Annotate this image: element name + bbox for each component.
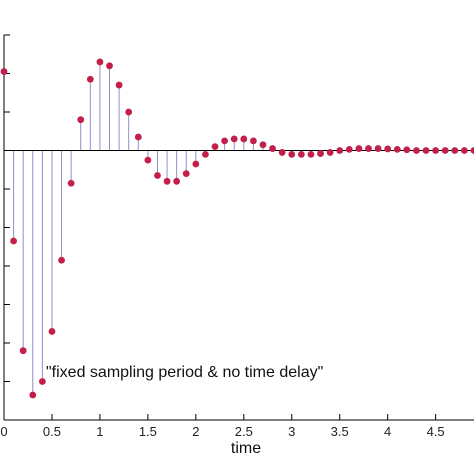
data-point [0,68,8,75]
x-tick-label: 4 [384,424,391,439]
data-point [384,145,392,153]
data-point [173,177,181,185]
data-point [134,133,142,141]
data-point [67,179,75,187]
chart-annotation: "fixed sampling period & no time delay" [46,364,323,381]
data-point [269,145,276,152]
data-point [96,58,104,66]
x-tick-label: 3.5 [331,424,349,439]
data-point [48,328,56,335]
data-point [297,150,305,158]
data-point [365,145,372,152]
data-point [106,62,113,70]
data-point [202,150,209,158]
data-point [144,156,152,164]
x-tick-label: 2.5 [235,424,253,439]
data-point [29,391,37,399]
data-point [86,75,94,83]
data-point [58,256,65,264]
data-point [422,147,430,154]
data-point [441,147,449,154]
data-point [249,137,257,145]
data-point [211,143,219,151]
data-point [192,160,200,168]
x-tick-labels: 0 0.5 1 1.5 2 2.5 3 3.5 4 4.5 [0,424,444,439]
data-point [403,146,411,154]
data-point [393,145,401,153]
x-tick-label: 1.5 [139,424,157,439]
x-axis-label: time [231,440,261,457]
data-point [163,177,171,185]
data-point [125,108,133,116]
data-point [470,147,474,154]
data-point [115,81,123,89]
data-point [154,172,161,179]
data-point [432,147,440,154]
data-point [230,135,238,143]
x-tick-label: 4.5 [427,424,445,439]
data-point [355,145,363,152]
data-markers [0,58,474,399]
x-tick-label: 3 [288,424,295,439]
data-point [77,116,85,124]
x-tick-label: 0 [0,424,7,439]
data-point [182,170,190,178]
data-point [461,147,468,154]
data-point [278,149,286,156]
data-point [307,150,315,158]
data-point [259,141,267,149]
x-tick-label: 2 [192,424,199,439]
x-tick-label: 1 [96,424,103,439]
data-point [326,149,334,156]
axes [3,34,474,421]
data-point [221,137,229,145]
data-point [288,150,296,158]
data-point [240,135,248,143]
data-point [374,145,382,152]
data-point [336,147,344,154]
data-point [317,150,324,157]
stem-lines [3,61,408,395]
data-point [345,145,353,153]
x-tick-label: 0.5 [43,424,61,439]
data-point [413,147,420,154]
data-point [19,347,27,355]
data-point [38,378,46,385]
data-point [10,237,17,245]
data-point [451,147,459,154]
